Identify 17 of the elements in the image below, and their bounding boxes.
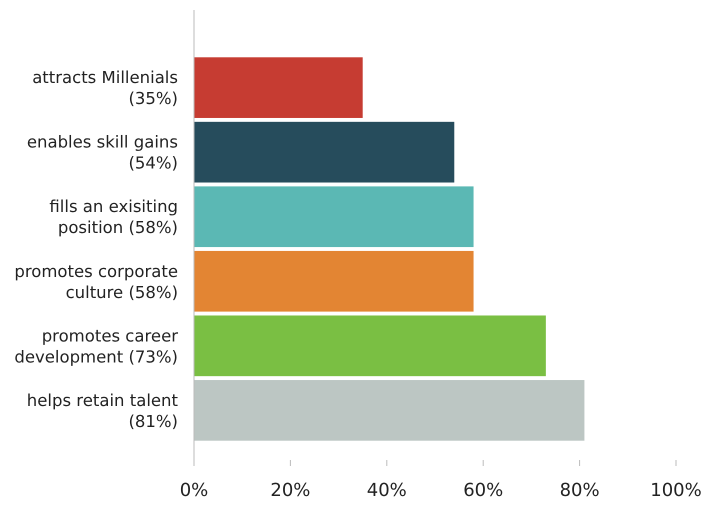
y-tick-label: promotes career development (73%) <box>14 326 178 366</box>
x-tick-label: 0% <box>180 480 208 501</box>
x-tick-label: 80% <box>560 480 600 501</box>
y-tick-label: attracts Millenials (35%) <box>32 68 178 108</box>
x-tick-label: 40% <box>366 480 407 501</box>
bar <box>194 315 546 376</box>
bar <box>194 57 363 118</box>
bar <box>194 122 454 183</box>
y-tick-label: fills an exisiting position (58%) <box>49 197 178 238</box>
y-tick-label: enables skill gains (54%) <box>26 132 178 173</box>
y-tick-label: helps retain talent (81%) <box>26 390 179 431</box>
y-tick-label: promotes corporate culture (58%) <box>14 262 178 302</box>
bar <box>194 186 474 248</box>
x-tick-label: 100% <box>650 480 702 501</box>
bar <box>194 250 474 312</box>
x-tick-label: 20% <box>270 480 310 501</box>
x-tick-label: 60% <box>463 480 504 501</box>
